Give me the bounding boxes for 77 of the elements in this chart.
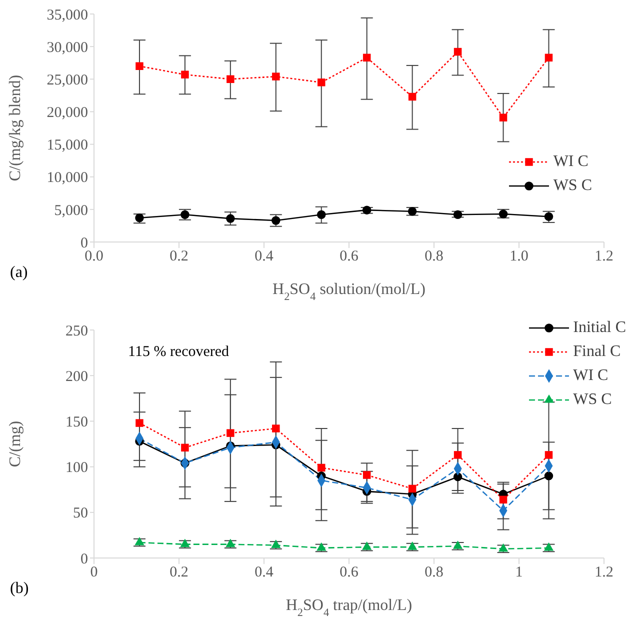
y-axis-title: C/(mg) bbox=[7, 420, 24, 468]
point bbox=[272, 72, 280, 80]
point bbox=[271, 540, 281, 548]
legend-label: WS C bbox=[553, 177, 592, 195]
point bbox=[362, 471, 371, 479]
point bbox=[362, 542, 372, 550]
y-tick-label: 0 bbox=[80, 551, 88, 568]
legend-label: WI C bbox=[553, 153, 588, 171]
text: (a) bbox=[10, 264, 28, 282]
x-axis-title: H$_{2}$SO$_{4}$ trap/(mol/L) bbox=[286, 597, 412, 619]
legend-label: WI C bbox=[573, 367, 608, 385]
y-tick-label: 25,000 bbox=[46, 72, 88, 88]
x-tick-label: 0.6 bbox=[340, 248, 359, 265]
y-tick-label: 10,000 bbox=[46, 170, 88, 186]
point bbox=[180, 210, 190, 219]
point bbox=[272, 216, 280, 225]
point bbox=[226, 214, 235, 223]
point bbox=[226, 538, 236, 548]
x-tick-label: 0.8 bbox=[424, 564, 444, 581]
point bbox=[408, 542, 418, 550]
x-tick-label: 0.4 bbox=[254, 248, 274, 265]
point bbox=[453, 210, 462, 219]
point bbox=[181, 444, 189, 452]
legend-label: WS C bbox=[573, 391, 612, 409]
point bbox=[226, 75, 234, 84]
point bbox=[136, 62, 144, 70]
point bbox=[316, 542, 326, 551]
y-tick-label: 200 bbox=[66, 368, 88, 385]
x-tick-label: 0.0 bbox=[84, 248, 104, 265]
x-tick-label: 0.2 bbox=[170, 564, 188, 581]
point bbox=[454, 48, 462, 56]
legend-label: Final C bbox=[573, 343, 621, 361]
point bbox=[362, 54, 371, 62]
text: (b) bbox=[10, 580, 29, 598]
point bbox=[136, 419, 144, 427]
x-tick-label: 0.8 bbox=[424, 248, 444, 265]
y-axis-title: C/(mg/kg blend) bbox=[7, 74, 24, 182]
point bbox=[135, 214, 144, 222]
point bbox=[544, 451, 553, 459]
x-tick-label: 1.0 bbox=[510, 248, 528, 265]
point bbox=[454, 451, 462, 459]
point bbox=[408, 207, 417, 216]
y-tick-label: 5,000 bbox=[54, 202, 88, 219]
point bbox=[317, 210, 326, 219]
point bbox=[408, 484, 416, 493]
point bbox=[134, 536, 144, 546]
x-tick-label: 1 bbox=[515, 564, 523, 581]
point bbox=[318, 464, 326, 472]
point bbox=[272, 424, 280, 432]
x-tick-label: 0.6 bbox=[340, 564, 359, 581]
point bbox=[180, 538, 190, 548]
x-tick-label: 0.4 bbox=[254, 564, 274, 581]
point bbox=[226, 429, 234, 437]
x-tick-label: 1.2 bbox=[594, 248, 614, 265]
y-tick-label: 35,000 bbox=[46, 7, 88, 24]
y-tick-label: 15,000 bbox=[46, 138, 88, 154]
point bbox=[499, 496, 508, 504]
point bbox=[499, 114, 508, 122]
y-tick-label: 0 bbox=[80, 235, 88, 252]
point bbox=[408, 92, 416, 101]
point bbox=[318, 78, 326, 86]
y-tick-label: 20,000 bbox=[46, 105, 88, 122]
y-tick-label: 30,000 bbox=[46, 40, 88, 56]
y-tick-label: 50 bbox=[73, 506, 88, 522]
x-tick-label: 0.2 bbox=[170, 248, 188, 265]
y-tick-label: 150 bbox=[66, 414, 88, 431]
point bbox=[544, 472, 554, 480]
annotation: 115 % recovered bbox=[128, 344, 230, 361]
y-tick-label: 100 bbox=[66, 460, 88, 476]
x-tick-label: 1.2 bbox=[594, 564, 614, 581]
point bbox=[544, 54, 553, 62]
point bbox=[181, 70, 189, 78]
legend-label: Initial C bbox=[573, 319, 626, 337]
point bbox=[453, 472, 462, 482]
y-tick-label: 250 bbox=[66, 323, 88, 340]
x-axis-title: H$_{2}$SO$_{4}$ solution/(mol/L) bbox=[272, 281, 426, 303]
point bbox=[362, 206, 372, 214]
